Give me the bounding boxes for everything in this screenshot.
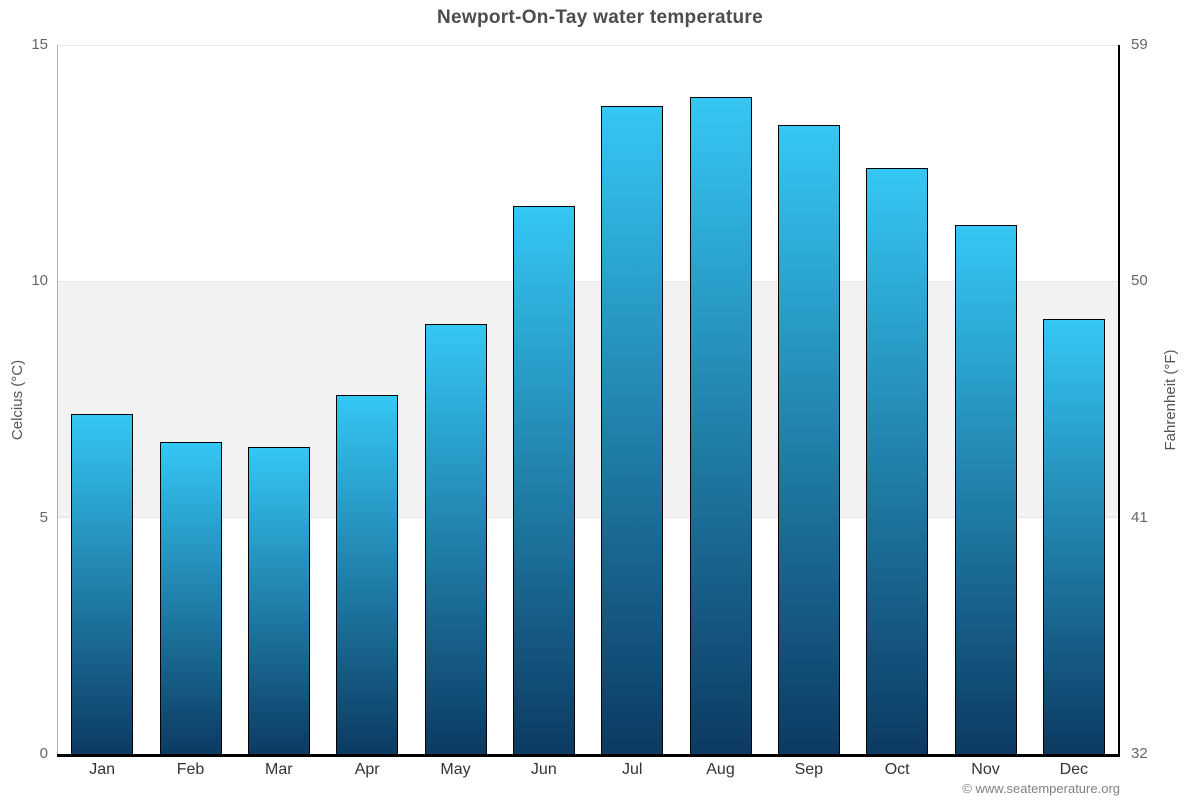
bar-may[interactable] [424,323,487,754]
month-label-mar: Mar [265,761,293,778]
month-label-dec: Dec [1059,761,1089,778]
month-label-oct: Oct [884,761,910,778]
month-label-may: May [440,761,471,778]
gridline-top [58,45,1118,46]
celsius-axis-title: Celcius (°C) [9,359,26,441]
fahrenheit-axis-title: Fahrenheit (°F) [1162,349,1179,451]
bar-mar[interactable] [247,446,310,754]
month-label-jun: Jun [530,761,557,778]
month-label-aug: Aug [706,761,735,778]
x-axis-line [57,754,1120,757]
celsius-tick-10: 10 [31,272,48,290]
chart-title: Newport-On-Tay water temperature [437,7,763,28]
month-label-jul: Jul [621,761,643,778]
bar-oct[interactable] [866,167,929,754]
month-label-sep: Sep [794,761,824,778]
month-label-jan: Jan [89,761,116,778]
bar-sep[interactable] [777,125,840,754]
bar-feb[interactable] [159,442,222,754]
fahrenheit-tick-32: 32 [1131,745,1148,762]
bar-dec[interactable] [1042,319,1105,754]
celsius-tick-0: 0 [39,745,48,762]
month-label-nov: Nov [971,761,1000,778]
plot-band-5-10 [58,281,1118,518]
bar-aug[interactable] [689,96,752,754]
bar-nov[interactable] [954,224,1017,754]
month-label-feb: Feb [176,761,205,778]
celsius-tick-5: 5 [39,508,48,526]
fahrenheit-tick-41: 41 [1131,508,1148,526]
copyright-text: © www.seatemperature.org [962,781,1120,796]
fahrenheit-tick-59: 59 [1131,36,1148,53]
fahrenheit-tick-50: 50 [1131,272,1148,290]
month-label-apr: Apr [354,761,380,778]
bar-jun[interactable] [512,205,575,754]
y-axis-line-right [1118,45,1120,754]
bar-jul[interactable] [601,106,664,754]
bar-apr[interactable] [336,394,399,754]
celsius-tick-15: 15 [31,36,48,53]
y-axis-line-left [57,45,58,754]
bar-jan[interactable] [71,413,134,754]
